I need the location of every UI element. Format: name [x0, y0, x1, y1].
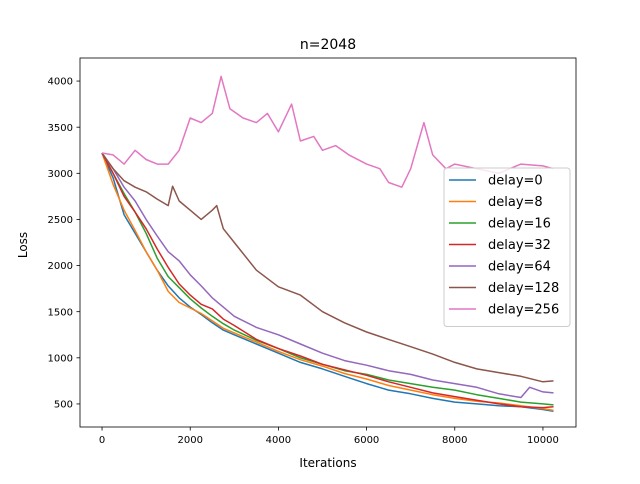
x-tick-label: 0 [99, 435, 105, 446]
series-line-delay-8 [101, 152, 554, 412]
axes: 0 2000 4000 6000 8000 10000 500 1000 1500 2000 250… [48, 57, 577, 446]
x-tick-label: 10000 [527, 435, 559, 446]
y-tick-label: 3500 [48, 123, 73, 134]
legend-label: delay=32 [488, 238, 551, 253]
x-tick-label: 6000 [354, 435, 379, 446]
y-tick-label: 2000 [48, 261, 73, 272]
series-line-delay-128 [101, 152, 554, 383]
y-axis-label: Loss [16, 232, 30, 258]
legend-label: delay=8 [488, 195, 543, 210]
legend-label: delay=16 [488, 217, 551, 232]
y-tick-label: 1500 [48, 307, 73, 318]
x-tick-label: 2000 [177, 435, 202, 446]
x-tick-label: 4000 [266, 435, 291, 446]
y-tick-label: 500 [54, 400, 73, 411]
legend-label: delay=128 [488, 281, 559, 296]
y-tick-label: 3000 [48, 169, 73, 180]
chart-title: n=2048 [300, 37, 356, 53]
x-tick-label: 8000 [442, 435, 467, 446]
legend-label: delay=256 [488, 303, 559, 318]
axes-frame [79, 57, 577, 428]
legend: delay=0 delay=8 delay=16 delay=32 delay=64 de… [443, 167, 571, 327]
legend-label: delay=0 [488, 174, 543, 189]
legend-label: delay=64 [488, 260, 551, 275]
series-line-delay-64 [101, 152, 554, 399]
series-line-delay-32 [101, 152, 554, 409]
y-tick-label: 1000 [48, 353, 73, 364]
y-tick-label: 2500 [48, 215, 73, 226]
y-tick-label: 4000 [48, 77, 73, 88]
x-axis-label: Iterations [299, 456, 356, 470]
